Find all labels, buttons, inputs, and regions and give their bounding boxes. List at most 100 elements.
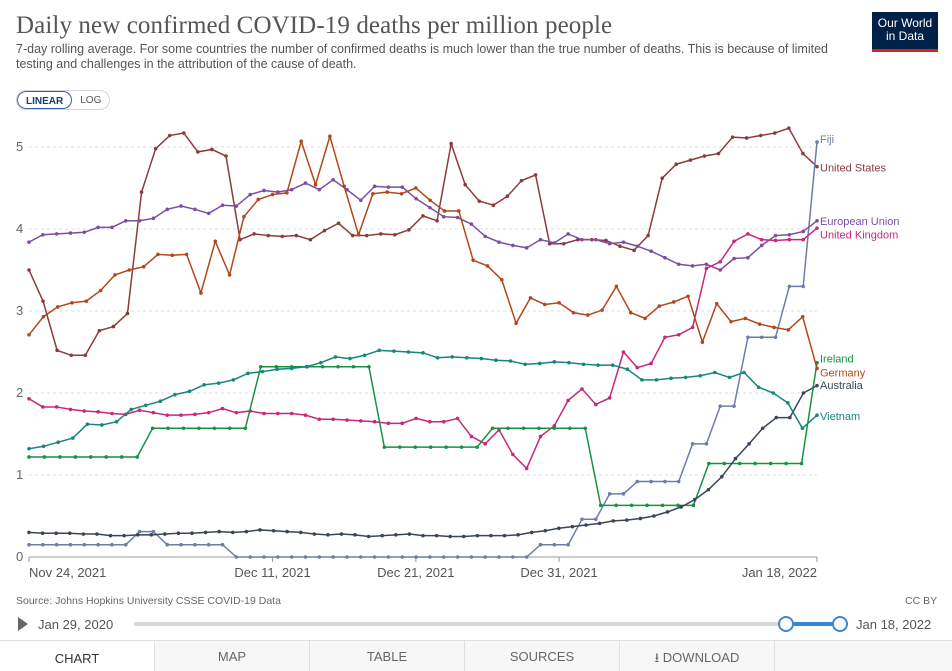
data-point bbox=[464, 355, 469, 360]
data-point bbox=[248, 192, 252, 197]
data-point bbox=[635, 479, 640, 484]
data-point bbox=[41, 314, 46, 319]
data-point bbox=[483, 442, 488, 446]
data-point bbox=[386, 185, 391, 189]
data-point bbox=[743, 316, 748, 321]
timeline-selected-range bbox=[784, 622, 840, 626]
data-point bbox=[786, 328, 791, 332]
timeline-track[interactable] bbox=[134, 622, 839, 626]
series-label: United Kingdom bbox=[820, 230, 898, 242]
data-point bbox=[519, 178, 524, 183]
x-tick-label: Dec 21, 2021 bbox=[377, 565, 454, 580]
data-point bbox=[407, 228, 411, 232]
x-tick-label: Dec 11, 2021 bbox=[234, 565, 310, 580]
data-point bbox=[187, 389, 192, 394]
data-point bbox=[256, 197, 261, 202]
linear-scale-button[interactable]: LINEAR bbox=[17, 91, 73, 109]
tab-chart[interactable]: CHART bbox=[0, 641, 155, 671]
data-point bbox=[73, 455, 78, 459]
source-note[interactable]: Source: Johns Hopkins University CSSE CO… bbox=[16, 595, 281, 607]
data-point bbox=[758, 133, 763, 138]
data-point bbox=[353, 533, 357, 537]
data-point bbox=[42, 455, 47, 459]
tab-bar: CHART MAP TABLE SOURCES ⭳ DOWNLOAD < bbox=[0, 640, 952, 671]
data-point bbox=[246, 371, 250, 376]
data-point bbox=[206, 410, 211, 415]
data-point bbox=[156, 252, 160, 257]
data-point bbox=[787, 126, 791, 130]
data-point bbox=[336, 364, 340, 369]
data-point bbox=[455, 215, 460, 220]
data-point bbox=[319, 360, 323, 365]
x-tick-label: Dec 31, 2021 bbox=[520, 565, 597, 580]
data-point bbox=[317, 555, 322, 559]
data-point bbox=[538, 542, 543, 547]
data-point bbox=[561, 241, 566, 246]
series-label: United States bbox=[820, 163, 887, 175]
data-point bbox=[428, 419, 432, 424]
data-point bbox=[733, 456, 738, 461]
data-point bbox=[524, 246, 529, 250]
data-point bbox=[607, 396, 612, 400]
tab-sources[interactable]: SOURCES bbox=[465, 641, 620, 671]
data-point bbox=[511, 243, 515, 248]
data-point bbox=[759, 335, 764, 340]
data-point bbox=[331, 417, 335, 422]
owid-logo[interactable]: Our World in Data bbox=[872, 12, 938, 52]
data-point bbox=[242, 214, 246, 219]
data-point bbox=[151, 529, 156, 534]
data-point bbox=[815, 383, 819, 388]
data-point bbox=[757, 322, 762, 326]
data-point bbox=[414, 186, 418, 190]
data-point bbox=[461, 534, 466, 539]
series-line-united-kingdom bbox=[28, 227, 818, 470]
data-point bbox=[638, 516, 643, 521]
data-point bbox=[772, 131, 777, 135]
data-point bbox=[123, 542, 128, 547]
log-scale-button[interactable]: LOG bbox=[80, 95, 102, 106]
timeline-end-handle[interactable] bbox=[832, 616, 848, 632]
data-point bbox=[625, 367, 630, 372]
data-point bbox=[400, 185, 405, 189]
data-point bbox=[552, 542, 557, 547]
data-point bbox=[538, 434, 543, 439]
data-point bbox=[331, 178, 335, 182]
data-point bbox=[604, 238, 608, 243]
series-line-germany bbox=[28, 133, 818, 369]
scale-toggle[interactable]: LINEAR LOG bbox=[16, 90, 111, 110]
y-tick-label: 1 bbox=[16, 467, 23, 482]
data-point bbox=[514, 321, 518, 326]
data-point bbox=[502, 533, 507, 538]
series-line-ireland bbox=[29, 362, 818, 507]
data-point bbox=[271, 528, 276, 533]
data-point bbox=[566, 232, 570, 236]
data-point bbox=[351, 364, 356, 369]
data-point bbox=[27, 268, 31, 272]
data-point bbox=[727, 375, 732, 380]
data-point bbox=[580, 387, 584, 391]
data-point bbox=[428, 205, 432, 210]
tab-download[interactable]: ⭳ DOWNLOAD bbox=[620, 641, 775, 671]
play-icon[interactable] bbox=[18, 617, 28, 631]
data-point bbox=[607, 241, 612, 246]
tab-table[interactable]: TABLE bbox=[310, 641, 465, 671]
data-point bbox=[181, 131, 186, 135]
tab-map[interactable]: MAP bbox=[155, 641, 310, 671]
data-point bbox=[196, 150, 200, 154]
data-point bbox=[542, 302, 547, 307]
data-point bbox=[477, 199, 482, 203]
data-point bbox=[163, 532, 167, 536]
share-button[interactable]: < bbox=[775, 641, 952, 671]
timeline-start-handle[interactable] bbox=[778, 616, 794, 632]
license-link[interactable]: CC BY bbox=[905, 595, 938, 607]
data-point bbox=[704, 442, 709, 446]
data-point bbox=[181, 426, 186, 431]
data-point bbox=[716, 151, 721, 156]
data-point bbox=[203, 530, 208, 535]
data-point bbox=[671, 300, 676, 304]
y-tick-label: 4 bbox=[16, 221, 23, 236]
data-point bbox=[690, 442, 695, 446]
data-point bbox=[773, 335, 778, 340]
data-point bbox=[788, 415, 792, 420]
data-point bbox=[298, 530, 303, 535]
